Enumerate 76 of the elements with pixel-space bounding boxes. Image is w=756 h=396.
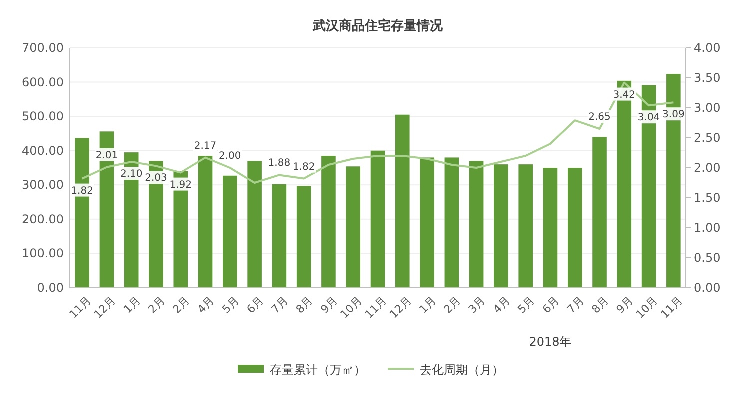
data-label: 2.17 bbox=[194, 140, 217, 152]
bar bbox=[543, 168, 558, 288]
data-label: 2.65 bbox=[588, 112, 611, 123]
y-tick-label: 0.00 bbox=[37, 281, 64, 295]
chart-title: 武汉商品住宅存量情况 bbox=[312, 18, 444, 34]
x-tick-label: 2月 bbox=[170, 294, 192, 316]
y-tick-label: 400.00 bbox=[22, 144, 64, 158]
x-tick-label: 4月 bbox=[490, 294, 513, 316]
y2-tick-label: 0.50 bbox=[694, 251, 721, 265]
bar bbox=[296, 186, 312, 288]
y2-tick-label: 2.00 bbox=[694, 161, 721, 175]
x-tick-label: 4月 bbox=[195, 294, 218, 316]
y2-tick-label: 1.50 bbox=[694, 191, 721, 205]
data-label: 3.04 bbox=[638, 112, 660, 124]
data-label: 2.00 bbox=[219, 151, 242, 162]
x-tick-label: 3月 bbox=[466, 294, 488, 316]
bar bbox=[198, 156, 213, 288]
y2-tick-label: 3.00 bbox=[694, 101, 721, 115]
x-tick-label: 10月 bbox=[338, 294, 365, 322]
bar bbox=[223, 176, 238, 288]
x-tick-label: 5月 bbox=[220, 294, 242, 316]
bar bbox=[518, 164, 533, 288]
bar bbox=[248, 161, 262, 288]
bar bbox=[494, 164, 508, 288]
bar bbox=[592, 137, 607, 288]
x-tick-label: 11月 bbox=[67, 294, 94, 322]
x-tick-label: 2月 bbox=[146, 294, 168, 316]
x-tick-label: 2月 bbox=[442, 294, 464, 316]
data-label: 3.09 bbox=[662, 110, 685, 121]
y-tick-label: 600.00 bbox=[22, 75, 64, 90]
x-tick-label: 7月 bbox=[564, 294, 587, 316]
y-tick-label: 100.00 bbox=[22, 246, 64, 261]
bar bbox=[469, 161, 484, 288]
data-label: 2.03 bbox=[145, 173, 168, 184]
x-tick-label: 6月 bbox=[244, 294, 266, 316]
x-tick-label: 5月 bbox=[515, 294, 538, 316]
x-tick-label: 11月 bbox=[658, 294, 686, 322]
y2-tick-label: 2.50 bbox=[694, 131, 721, 145]
x-tick-label: 1月 bbox=[416, 294, 439, 316]
x-tick-label: 1月 bbox=[121, 294, 144, 316]
bar bbox=[444, 158, 460, 288]
y-tick-label: 200.00 bbox=[22, 212, 64, 226]
data-label: 3.42 bbox=[613, 90, 636, 101]
y2-tick-label: 4.00 bbox=[694, 41, 721, 55]
bar bbox=[395, 114, 410, 288]
x-tick-label: 9月 bbox=[318, 294, 340, 316]
x-tick-label: 6月 bbox=[540, 294, 562, 316]
bar bbox=[370, 150, 386, 288]
y-tick-label: 500.00 bbox=[22, 110, 64, 124]
x-tick-label: 12月 bbox=[387, 294, 414, 322]
bar bbox=[346, 166, 361, 288]
x-tick-label: 8月 bbox=[589, 294, 612, 316]
x-tick-label: 7月 bbox=[269, 294, 292, 316]
legend-label: 去化周期（月） bbox=[420, 363, 504, 377]
x-tick-label: 8月 bbox=[294, 294, 316, 316]
data-label: 2.10 bbox=[120, 169, 143, 180]
bar bbox=[272, 184, 287, 288]
data-label: 1.82 bbox=[292, 162, 316, 173]
x-tick-label: 9月 bbox=[614, 294, 636, 316]
x-tick-label: 11月 bbox=[362, 294, 390, 322]
y2-tick-label: 0.00 bbox=[694, 281, 721, 295]
bar bbox=[322, 156, 336, 288]
data-label: 1.82 bbox=[71, 186, 94, 197]
text: 2018年 bbox=[529, 335, 572, 349]
y2-tick-label: 3.50 bbox=[694, 71, 721, 85]
data-label: 1.92 bbox=[170, 180, 192, 191]
legend-label: 存量累计（万㎡） bbox=[270, 363, 366, 377]
bar bbox=[420, 158, 434, 288]
bar bbox=[568, 168, 582, 288]
y-tick-label: 300.00 bbox=[22, 178, 64, 192]
data-label: 2.01 bbox=[96, 150, 118, 162]
x-tick-label: 10月 bbox=[634, 294, 661, 322]
y-tick-label: 700.00 bbox=[22, 41, 64, 55]
x-tick-label: 12月 bbox=[92, 294, 119, 322]
data-label: 1.88 bbox=[268, 158, 291, 170]
y2-tick-label: 1.00 bbox=[694, 221, 721, 235]
